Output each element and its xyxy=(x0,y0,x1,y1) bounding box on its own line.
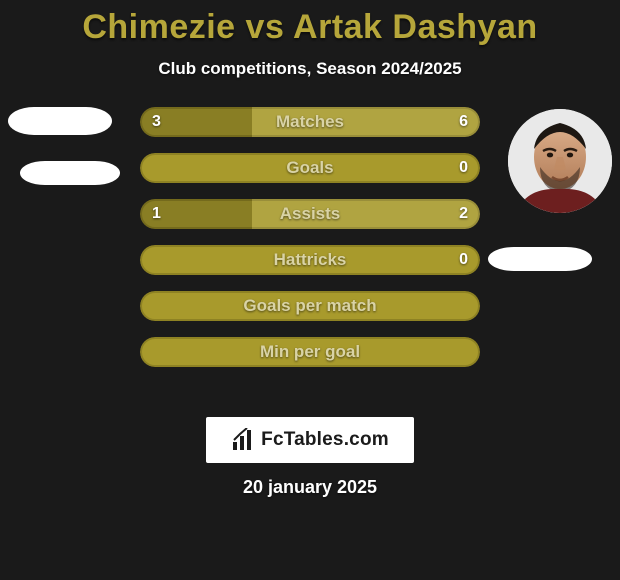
comparison-arena: Matches 3 6 Goals 0 Assists 1 2 Hattricks 0 Goals … xyxy=(0,107,620,407)
stat-bar-value-right: 2 xyxy=(459,205,468,223)
page-title: Chimezie vs Artak Dashyan xyxy=(0,8,620,47)
player-left-placeholder xyxy=(20,161,120,185)
stat-bar: Goals 0 xyxy=(140,153,480,183)
stat-bars: Matches 3 6 Goals 0 Assists 1 2 Hattricks 0 Goals … xyxy=(140,107,480,383)
stat-bar-label: Hattricks xyxy=(274,250,347,270)
stat-bar: Goals per match xyxy=(140,291,480,321)
stat-bar-value-left: 1 xyxy=(152,205,161,223)
stat-bar: Min per goal xyxy=(140,337,480,367)
stat-bar-label: Min per goal xyxy=(260,342,360,362)
stat-bar: Matches 3 6 xyxy=(140,107,480,137)
stat-bar-label: Goals xyxy=(286,158,333,178)
stat-bar: Hattricks 0 xyxy=(140,245,480,275)
stat-bar-label: Assists xyxy=(280,204,340,224)
fctables-logo-icon xyxy=(231,428,255,452)
player-right-avatar xyxy=(508,109,612,213)
stat-bar-label: Matches xyxy=(276,112,344,132)
stat-bar-value-right: 0 xyxy=(459,159,468,177)
avatar-photo-icon xyxy=(508,109,612,213)
stat-bar-value-right: 0 xyxy=(459,251,468,269)
subtitle: Club competitions, Season 2024/2025 xyxy=(0,59,620,79)
player-right-name-chip xyxy=(488,247,592,271)
stat-bar-label: Goals per match xyxy=(243,296,376,316)
source-logo-badge: FcTables.com xyxy=(206,417,414,463)
player-left-placeholder xyxy=(8,107,112,135)
footer-date: 20 january 2025 xyxy=(0,477,620,498)
source-logo-text: FcTables.com xyxy=(261,429,389,451)
stat-bar-value-right: 6 xyxy=(459,113,468,131)
infographic-root: Chimezie vs Artak Dashyan Club competiti… xyxy=(0,0,620,580)
stat-bar: Assists 1 2 xyxy=(140,199,480,229)
stat-bar-value-left: 3 xyxy=(152,113,161,131)
